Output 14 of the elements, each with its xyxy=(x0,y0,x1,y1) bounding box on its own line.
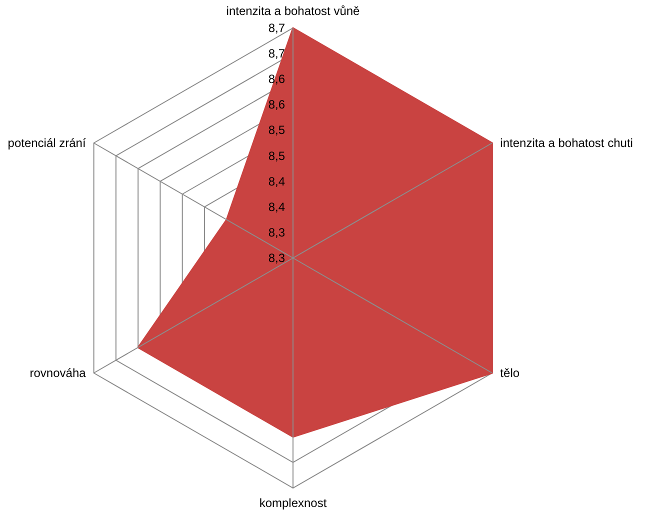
spoke-label: potenciál zrání xyxy=(8,136,86,150)
y-tick-label: 8,3 xyxy=(268,225,286,240)
spoke-label: intenzita a bohatost chuti xyxy=(500,136,633,150)
y-tick-label: 8,4 xyxy=(268,200,286,214)
y-tick-label: 8,3 xyxy=(268,251,286,265)
spoke-label: rovnováha xyxy=(30,366,86,380)
spoke-label: komplexnost xyxy=(259,496,328,510)
y-tick-label: 8,4 xyxy=(268,174,286,188)
y-tick-label: 8,6 xyxy=(268,98,286,112)
y-tick-label: 8,5 xyxy=(268,148,286,163)
spoke-label: intenzita a bohatost vůně xyxy=(226,4,360,18)
spoke-label: tělo xyxy=(500,366,520,380)
y-tick-label: 8,5 xyxy=(268,123,286,138)
y-tick-label: 8,7 xyxy=(268,21,286,35)
